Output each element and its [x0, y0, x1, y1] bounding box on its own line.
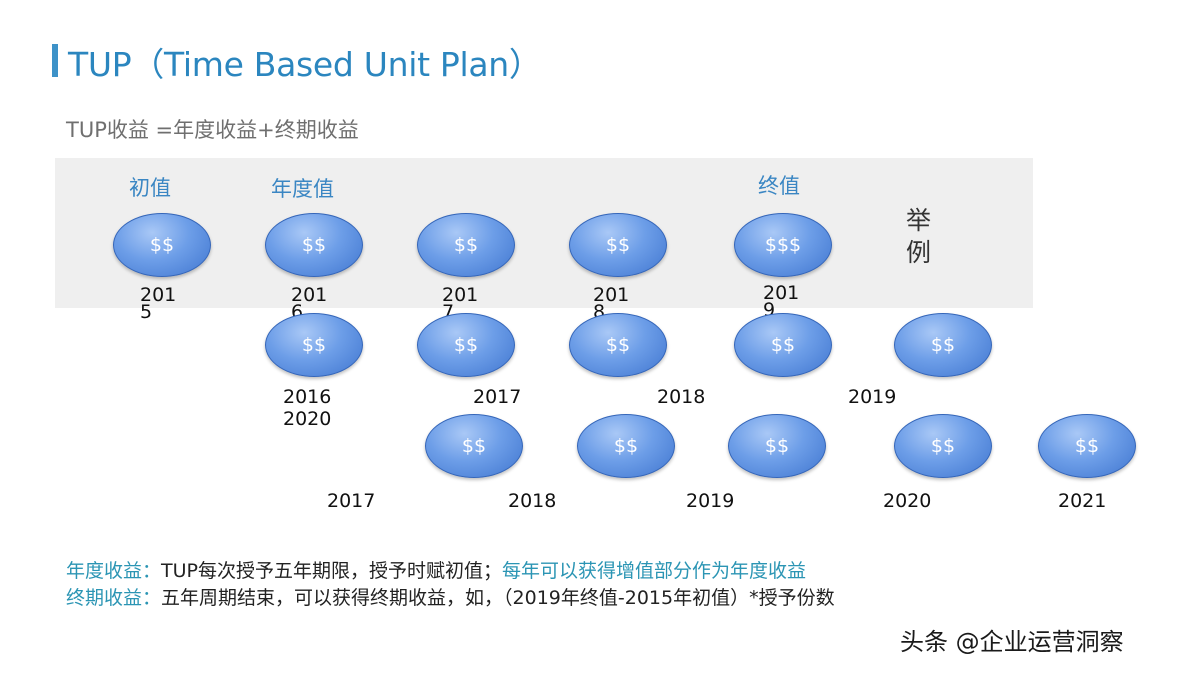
- coin-row2-1: $$: [265, 313, 363, 377]
- highlight-band: [55, 158, 1033, 308]
- coin-row3-3: $$: [728, 414, 826, 478]
- coin-row3-4: $$: [894, 414, 992, 478]
- year-row3-2: 2018: [508, 490, 557, 512]
- watermark: 头条 @企业运营洞察: [900, 628, 1124, 656]
- header-final: 终值: [758, 174, 800, 198]
- note-annual: 年度收益：TUP每次授予五年期限，授予时赋初值；每年可以获得增值部分作为年度收益: [66, 556, 806, 583]
- header-annual: 年度值: [271, 177, 334, 201]
- year-row2-4: 2019: [848, 386, 897, 408]
- coin-row2-3: $$: [569, 313, 667, 377]
- coin-row3-2: $$: [577, 414, 675, 478]
- coin-row3-1: $$: [425, 414, 523, 478]
- year-row1-1: 201 5: [140, 284, 177, 323]
- coin-row2-2: $$: [417, 313, 515, 377]
- year-row3-3: 2019: [686, 490, 735, 512]
- example-label: 举例: [906, 206, 932, 267]
- year-row3-4: 2020: [883, 490, 932, 512]
- year-row3-1: 2017: [327, 490, 376, 512]
- year-row2-3: 2018: [657, 386, 706, 408]
- coin-row1-2: $$: [265, 213, 363, 277]
- note-final-text: 五年周期结束，可以获得终期收益，如，（2019年终值-2015年初值）*授予份数: [161, 587, 835, 609]
- coin-row3-5: $$: [1038, 414, 1136, 478]
- coin-row2-5: $$: [894, 313, 992, 377]
- note-annual-highlight: 每年可以获得增值部分作为年度收益: [502, 560, 807, 582]
- coin-row2-4: $$: [734, 313, 832, 377]
- year-row3-5: 2021: [1058, 490, 1107, 512]
- coin-row1-1: $$: [113, 213, 211, 277]
- header-initial: 初值: [129, 176, 171, 200]
- coin-row1-4: $$: [569, 213, 667, 277]
- note-final: 终期收益：五年周期结束，可以获得终期收益，如，（2019年终值-2015年初值）…: [66, 583, 835, 610]
- page-title: TUP（Time Based Unit Plan）: [68, 45, 542, 84]
- year-row2-1: 2016 2020: [283, 386, 332, 430]
- coin-row1-3: $$: [417, 213, 515, 277]
- note-annual-label: 年度收益：: [66, 560, 162, 582]
- coin-row1-5: $$$: [734, 213, 832, 277]
- year-row2-2: 2017: [473, 386, 522, 408]
- note-annual-text: TUP每次授予五年期限，授予时赋初值；: [161, 560, 502, 582]
- formula-text: TUP收益 =年度收益+终期收益: [66, 118, 359, 142]
- title-accent-bar: [52, 44, 58, 77]
- note-final-label: 终期收益：: [66, 587, 162, 609]
